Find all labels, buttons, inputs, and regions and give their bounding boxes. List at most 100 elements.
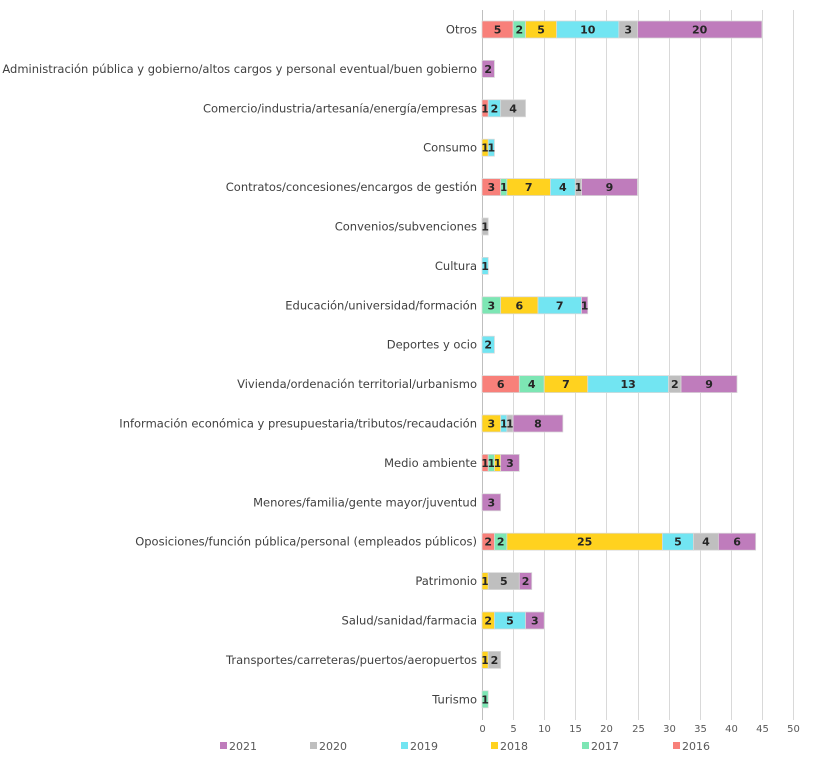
x-tick-label: 15 bbox=[569, 724, 582, 735]
bar-row: 6 4 7 13 2 9 bbox=[481, 375, 738, 393]
bar-row: 11 bbox=[481, 138, 495, 157]
category-label: Turismo bbox=[431, 692, 477, 706]
bar-segment-2021 bbox=[581, 178, 638, 196]
legend-label: 2017 bbox=[591, 740, 619, 753]
bar-segment-label: 7 bbox=[525, 181, 533, 194]
bar-segment-2021 bbox=[481, 60, 495, 78]
bar-segment-2021 bbox=[481, 493, 502, 512]
bar-segment-label: 2 bbox=[484, 615, 492, 628]
bar-segment-label: 2 bbox=[491, 102, 499, 115]
bar-segment-label: 8 bbox=[534, 418, 542, 431]
bar-segment-label: 2 bbox=[484, 536, 492, 549]
bar-segment-label: 3 bbox=[506, 457, 514, 470]
bar-row: 3 bbox=[481, 493, 502, 512]
category-label: Cultura bbox=[435, 259, 477, 273]
bar-segment-label: 1 bbox=[481, 457, 489, 470]
bar-row: 1 bbox=[481, 257, 489, 275]
bar-segment-label: 2 bbox=[671, 378, 679, 391]
bar-segment-2021 bbox=[525, 611, 545, 630]
bar-segment-label: 2 bbox=[484, 339, 492, 352]
x-tick-label: 45 bbox=[756, 724, 769, 735]
x-axis-ticks: 0 5 10 15 20 25 30 35 40 45 50 bbox=[479, 724, 800, 735]
bar-segment-label: 3 bbox=[488, 299, 496, 312]
legend-item: 2020 bbox=[310, 740, 347, 753]
bar-segment-label: 4 bbox=[528, 378, 536, 391]
category-label: Convenios/subvenciones bbox=[335, 220, 477, 234]
bar-segment-label: 2 bbox=[522, 575, 530, 588]
bar-segment-label: 7 bbox=[556, 299, 564, 312]
category-label: Consumo bbox=[423, 141, 477, 155]
bar-segment-label: 6 bbox=[515, 299, 523, 312]
category-label: Contratos/concesiones/encargos de gestió… bbox=[226, 180, 477, 194]
legend-item: 2018 bbox=[491, 740, 528, 753]
bar-segment-label: 1 bbox=[481, 102, 489, 115]
legend-swatch bbox=[401, 742, 408, 749]
bar-segment-2021 bbox=[512, 414, 564, 433]
bar-segment-label: 1 bbox=[500, 418, 508, 431]
bar-segment-2021 bbox=[680, 375, 738, 393]
category-label: Menores/familia/gente mayor/juventud bbox=[253, 495, 477, 509]
bar-segment-label: 5 bbox=[500, 575, 508, 588]
bar-segment-label: 1 bbox=[481, 654, 489, 667]
bar-segment-label: 4 bbox=[559, 181, 567, 194]
bar-segment-label: 2 bbox=[484, 63, 492, 76]
bar-segment-label: 6 bbox=[733, 536, 741, 549]
bar-segment-label: 9 bbox=[606, 181, 614, 194]
bar-segment-label: 2 bbox=[515, 24, 523, 37]
bar-segment-2021 bbox=[581, 296, 589, 315]
legend-item: 2016 bbox=[673, 740, 710, 753]
bar-segment-2020 bbox=[487, 651, 502, 669]
x-tick-label: 40 bbox=[725, 724, 738, 735]
x-tick-label: 25 bbox=[632, 724, 645, 735]
bar-segment-label: 1 bbox=[481, 575, 489, 588]
bar-segment-label: 1 bbox=[488, 457, 496, 470]
category-label: Oposiciones/función pública/personal (em… bbox=[135, 535, 477, 549]
bar-row: 3 11 8 bbox=[481, 414, 564, 433]
bar-segment-label: 9 bbox=[705, 378, 713, 391]
category-label: Administración pública y gobierno/altos … bbox=[2, 62, 477, 76]
x-tick-label: 50 bbox=[787, 724, 800, 735]
bar-segment-2021 bbox=[518, 572, 533, 590]
category-label: Información económica y presupuestaria/t… bbox=[119, 417, 477, 431]
legend-item: 2019 bbox=[401, 740, 438, 753]
bar-segment-label: 5 bbox=[506, 615, 514, 628]
bar-segment-label: 25 bbox=[577, 536, 592, 549]
bar-segment-label: 4 bbox=[702, 536, 710, 549]
legend-item: 2017 bbox=[582, 740, 619, 753]
bar-row: 2 5 3 bbox=[481, 611, 545, 630]
category-labels: Otros Administración pública y gobierno/a… bbox=[2, 23, 477, 707]
legend-swatch bbox=[220, 742, 227, 749]
bar-segment-2019 bbox=[487, 138, 495, 157]
bar-segment-label: 1 bbox=[481, 260, 489, 273]
bar-row: 3 6 7 1 bbox=[481, 296, 589, 315]
bar-segment-2020 bbox=[481, 217, 489, 236]
legend-label: 2016 bbox=[682, 740, 710, 753]
bar-segment-label: 1 bbox=[506, 418, 514, 431]
legend-label: 2020 bbox=[319, 740, 347, 753]
category-label: Deportes y ocio bbox=[387, 338, 477, 352]
x-tick-label: 5 bbox=[510, 724, 516, 735]
x-tick-label: 10 bbox=[538, 724, 551, 735]
legend-item: 2021 bbox=[220, 740, 257, 753]
bar-row: 2 bbox=[481, 60, 495, 78]
bar-segment-2020 bbox=[500, 99, 526, 118]
legend-label: 2019 bbox=[410, 740, 438, 753]
bar-segment-label: 1 bbox=[575, 181, 583, 194]
bar-row: 2 2 25 5 4 6 bbox=[481, 532, 757, 551]
bar-row: 1 bbox=[481, 217, 489, 236]
legend-label: 2018 bbox=[500, 740, 528, 753]
category-label: Vivienda/ordenación territorial/urbanism… bbox=[237, 377, 477, 391]
bar-segment-2017 bbox=[481, 690, 489, 709]
bar-segment-label: 6 bbox=[497, 378, 505, 391]
legend-swatch bbox=[582, 742, 589, 749]
bar-segment-2019 bbox=[481, 335, 495, 354]
legend-swatch bbox=[673, 742, 680, 749]
legend: 2021 2020 2019 2018 2017 2016 bbox=[220, 740, 710, 753]
bar-segment-2021 bbox=[717, 532, 757, 551]
bar-segment-label: 3 bbox=[488, 496, 496, 509]
bar-segment-label: 7 bbox=[562, 378, 570, 391]
